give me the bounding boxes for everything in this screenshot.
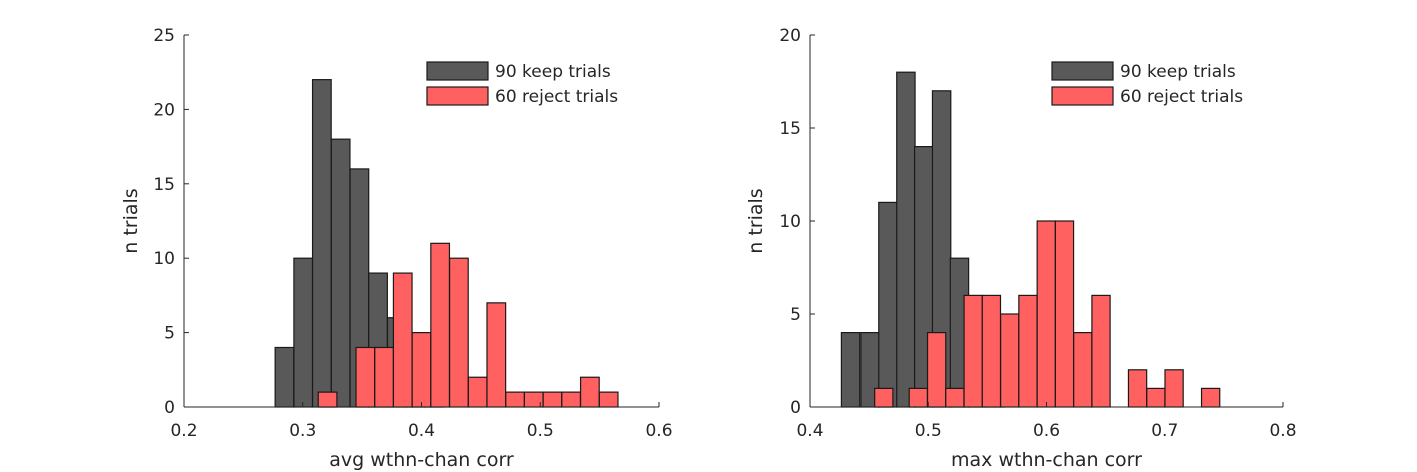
y-tick-label: 20 [779,26,801,46]
bar-keep [840,332,861,408]
bar-reject [392,272,413,408]
bar-reject [1018,294,1038,408]
bar-reject [448,257,469,408]
bar-reject [579,376,600,408]
bar-reject [1200,387,1221,408]
x-axis-label: max wthn-chan corr [951,449,1142,471]
y-tick-label: 25 [153,26,175,46]
x-tick-label: 0.8 [1269,421,1296,441]
y-tick-label: 5 [790,305,801,325]
x-tick-label: 0.3 [289,421,316,441]
right-histogram-panel: 0.4 0.5 0.6 0.7 0.8 0 5 10 15 20 max wthn-chan cor… [745,26,1297,471]
x-axis-label: avg wthn-chan corr [329,449,514,471]
series-reject [874,220,1221,408]
bar-reject [1054,220,1075,408]
bar-reject [926,332,947,408]
x-tick-label: 0.6 [645,421,672,441]
bar-reject [945,387,965,408]
bar-reject [963,294,983,408]
x-tick-label: 0.6 [1033,421,1060,441]
legend: 90 keep trials 60 reject trials [426,61,618,107]
bar-reject [355,346,376,408]
x-tick-label: 0.5 [527,421,554,441]
bar-reject [467,376,488,408]
legend-label-reject: 60 reject trials [495,87,618,107]
bar-keep [896,71,916,408]
legend-label-keep: 90 keep trials [1120,62,1236,82]
bar-reject [874,387,894,408]
y-tick-label: 20 [153,100,175,120]
x-tick-label: 0.4 [408,421,435,441]
y-tick-label: 15 [779,119,801,139]
bar-keep [293,257,314,408]
legend: 90 keep trials 60 reject trials [1051,61,1243,107]
bar-reject [317,391,338,408]
bar-reject [542,391,563,408]
bar-reject [411,332,432,408]
x-tick-label: 0.2 [170,421,197,441]
legend-swatch-keep [1051,61,1114,81]
bar-reject [1146,387,1166,408]
y-tick-label: 5 [164,324,175,344]
legend-swatch-keep [426,61,489,81]
bar-keep [274,346,295,408]
y-tick-label: 0 [790,398,801,418]
x-tick-label: 0.5 [915,421,942,441]
legend-swatch-reject [426,86,489,106]
bar-reject [1036,220,1056,408]
bar-keep [330,138,351,408]
bar-keep [878,201,898,408]
bar-reject [374,346,395,408]
bar-reject [561,391,582,408]
bar-reject [1073,332,1093,408]
legend-label-keep: 90 keep trials [495,62,611,82]
y-tick-label: 10 [153,249,175,269]
bar-reject [1164,369,1184,408]
y-tick-label: 10 [779,212,801,232]
x-tick-label: 0.7 [1151,421,1178,441]
x-tick-label: 0.4 [796,421,823,441]
bar-reject [1127,369,1148,408]
legend-label-reject: 60 reject trials [1120,87,1243,107]
legend-swatch-reject [1051,86,1114,106]
bar-reject [598,391,619,408]
y-axis-label: n trials [745,188,767,253]
y-tick-label: 15 [153,175,175,195]
bar-keep [311,79,332,408]
left-histogram-panel: 0.2 0.3 0.4 0.5 0.6 0 5 10 15 20 25 avg wthn-chan c… [120,26,673,471]
bar-reject [505,391,525,408]
bar-reject [486,302,507,408]
bar-reject [981,294,1002,408]
y-axis-label: n trials [120,188,142,253]
bar-reject [908,387,929,408]
bar-reject [1000,313,1020,408]
bar-reject [1091,294,1111,408]
bar-reject [430,242,451,408]
y-tick-label: 0 [164,398,175,418]
